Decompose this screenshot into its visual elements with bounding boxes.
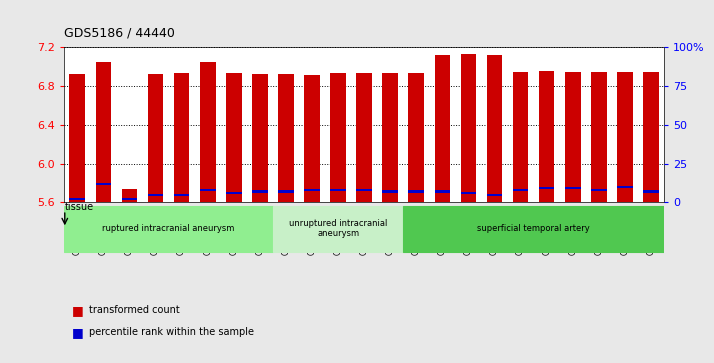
Bar (565, 187, 580, 189)
Bar (148, 193, 164, 196)
Bar (304, 75, 320, 203)
Bar (174, 193, 189, 196)
Bar (408, 73, 424, 203)
Bar (69, 198, 85, 200)
Bar (539, 72, 555, 203)
Bar (356, 189, 372, 191)
Bar (487, 193, 503, 196)
Bar (513, 189, 528, 191)
Text: tissue: tissue (65, 203, 94, 212)
Text: transformed count: transformed count (89, 305, 180, 315)
Bar (273, 206, 403, 252)
Bar (403, 206, 664, 252)
Bar (226, 73, 241, 203)
Bar (278, 191, 293, 193)
Bar (69, 74, 85, 203)
Bar (383, 73, 398, 203)
Bar (331, 189, 346, 191)
Bar (617, 186, 633, 188)
Bar (96, 62, 111, 203)
Bar (121, 198, 137, 200)
Bar (200, 189, 216, 191)
Bar (643, 72, 659, 203)
Text: percentile rank within the sample: percentile rank within the sample (89, 327, 254, 337)
Bar (565, 72, 580, 203)
Bar (591, 189, 607, 191)
Bar (121, 189, 137, 203)
Bar (383, 191, 398, 193)
Bar (148, 74, 164, 203)
Bar (617, 72, 633, 203)
Bar (226, 192, 241, 194)
Bar (461, 54, 476, 203)
Bar (513, 72, 528, 203)
Text: ■: ■ (71, 326, 83, 339)
Bar (331, 73, 346, 203)
Bar (591, 72, 607, 203)
Bar (461, 192, 476, 194)
Text: unruptured intracranial
aneurysm: unruptured intracranial aneurysm (289, 219, 387, 238)
Bar (174, 73, 189, 203)
Bar (252, 74, 268, 203)
Bar (64, 206, 273, 252)
Bar (252, 191, 268, 193)
Bar (356, 73, 372, 203)
Bar (96, 183, 111, 185)
Bar (304, 189, 320, 191)
Bar (408, 191, 424, 193)
Bar (643, 191, 659, 193)
Text: ruptured intracranial aneurysm: ruptured intracranial aneurysm (102, 224, 235, 233)
Bar (435, 55, 451, 203)
Bar (435, 191, 451, 193)
Text: ■: ■ (71, 304, 83, 317)
Bar (200, 62, 216, 203)
Text: superficial temporal artery: superficial temporal artery (477, 224, 590, 233)
Bar (539, 187, 555, 189)
Bar (278, 74, 293, 203)
Text: GDS5186 / 44440: GDS5186 / 44440 (64, 27, 175, 40)
Bar (487, 55, 503, 203)
